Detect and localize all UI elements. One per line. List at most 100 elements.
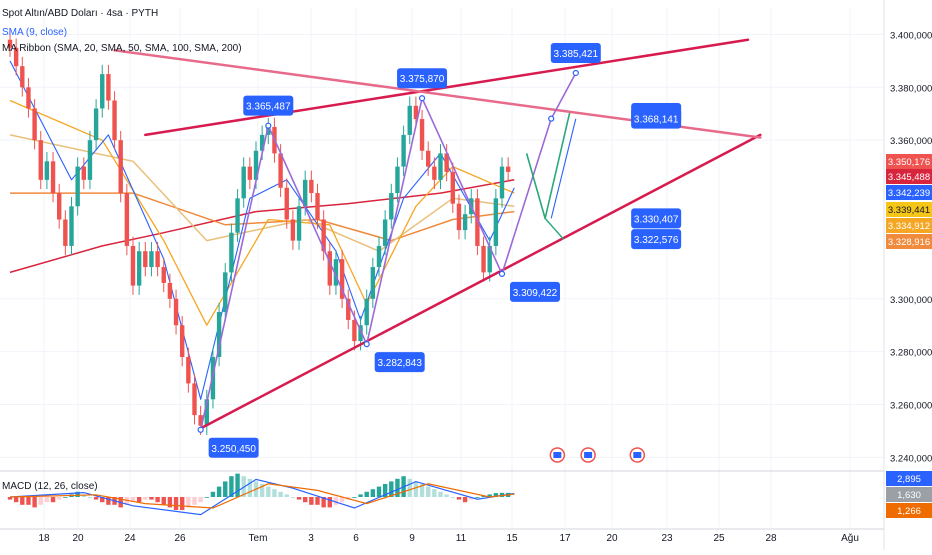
pivot-point bbox=[363, 341, 370, 348]
macd-histogram-bar bbox=[186, 497, 191, 508]
macd-histogram-bar bbox=[296, 497, 302, 500]
macd-histogram-bar bbox=[130, 497, 136, 503]
price-scale-tag-label: 3.342,239 bbox=[888, 188, 930, 199]
x-axis-label: Tem bbox=[249, 533, 268, 544]
candle-body bbox=[327, 251, 332, 286]
x-axis-label: 6 bbox=[353, 533, 359, 544]
price-annotation-label: 3.330,407 bbox=[634, 214, 679, 225]
price-scale-tag bbox=[886, 169, 932, 184]
price-tick-label: 3.240,000 bbox=[890, 453, 932, 464]
macd-histogram-bar bbox=[419, 484, 425, 497]
candle-body bbox=[186, 356, 191, 384]
macd-histogram-bar bbox=[376, 486, 382, 497]
price-tick-label: 3.280,000 bbox=[890, 348, 932, 359]
candle-body bbox=[87, 140, 93, 180]
candle-body bbox=[247, 166, 253, 180]
candle-body bbox=[456, 203, 462, 231]
candle-body bbox=[180, 325, 185, 357]
macd-histogram-bar bbox=[57, 497, 62, 500]
x-axis-label: 9 bbox=[409, 533, 415, 544]
macd-tick-label: 1,266 bbox=[897, 506, 921, 517]
macd-histogram-bar bbox=[38, 497, 43, 505]
price-scale-tag bbox=[886, 185, 932, 200]
candle-body bbox=[493, 198, 499, 246]
candle-body bbox=[462, 214, 468, 231]
symbol-title: Spot Altın/ABD Doları · 4sa · PYTH bbox=[2, 8, 159, 19]
macd-histogram-bar bbox=[456, 497, 462, 500]
price-scale-tag-label: 3.350,176 bbox=[888, 157, 930, 168]
price-annotation-box[interactable] bbox=[631, 229, 682, 250]
candle-body bbox=[303, 179, 308, 207]
macd-tick-label: 1,630 bbox=[897, 490, 921, 501]
macd-histogram-bar bbox=[272, 489, 277, 497]
macd-histogram-bar bbox=[143, 497, 148, 500]
candle-body bbox=[321, 219, 326, 252]
candle-body bbox=[395, 166, 400, 194]
macd-histogram-bar bbox=[475, 497, 480, 498]
price-annotation-box[interactable] bbox=[510, 281, 560, 302]
price-annotation-box[interactable] bbox=[208, 437, 259, 458]
price-annotation-box[interactable] bbox=[243, 95, 294, 116]
candle-body bbox=[315, 193, 320, 220]
candle-body bbox=[475, 198, 480, 246]
macd-histogram-bar bbox=[155, 497, 160, 503]
price-annotation-box[interactable] bbox=[550, 42, 601, 63]
price-annotation-label: 3.309,422 bbox=[513, 288, 558, 299]
macd-histogram-bar bbox=[303, 497, 308, 503]
x-axis-label: 25 bbox=[713, 533, 725, 544]
x-axis-label: 26 bbox=[174, 533, 186, 544]
x-axis-label: 24 bbox=[124, 533, 136, 544]
macd-histogram-bar bbox=[87, 497, 93, 498]
price-scale-tag-label: 3.334,912 bbox=[888, 221, 930, 232]
x-axis-label: 15 bbox=[506, 533, 518, 544]
price-annotation-label: 3.282,843 bbox=[377, 358, 422, 369]
price-annotation-box[interactable] bbox=[374, 352, 425, 373]
macd-histogram-bar bbox=[432, 489, 437, 497]
candle-body bbox=[204, 399, 209, 426]
candle-body bbox=[290, 219, 296, 241]
candle-body bbox=[7, 39, 13, 48]
x-axis-label: 28 bbox=[765, 533, 777, 544]
price-scale-tag-label: 3.339,441 bbox=[888, 205, 930, 216]
macd-histogram-bar bbox=[223, 481, 228, 497]
price-annotation-box[interactable] bbox=[631, 208, 682, 229]
candle-body bbox=[278, 153, 283, 188]
ma-ribbon-label: MA Ribbon (SMA, 20, SMA, 50, SMA, 100, S… bbox=[2, 43, 242, 54]
macd-histogram-bar bbox=[173, 497, 179, 510]
macd-histogram-bar bbox=[407, 478, 412, 497]
candle-body bbox=[364, 298, 369, 326]
candle-body bbox=[20, 66, 25, 88]
candle-body bbox=[229, 232, 234, 273]
candle-body bbox=[75, 166, 80, 207]
flag-stripe bbox=[633, 452, 642, 458]
macd-signal-line bbox=[9, 483, 515, 509]
price-annotation-box[interactable] bbox=[397, 68, 448, 89]
price-scale-tag bbox=[886, 218, 932, 233]
macd-histogram-bar bbox=[216, 486, 222, 497]
x-axis-label: 18 bbox=[38, 533, 50, 544]
candle-body bbox=[333, 259, 339, 286]
macd-histogram-bar bbox=[44, 497, 50, 503]
candle-body bbox=[81, 166, 86, 180]
x-axis-label: 17 bbox=[559, 533, 571, 544]
macd-histogram-bar bbox=[93, 497, 99, 500]
price-annotation-box[interactable] bbox=[631, 108, 682, 129]
macd-histogram-bar bbox=[229, 476, 234, 497]
candle-body bbox=[223, 272, 228, 313]
sma-label: SMA (9, close) bbox=[2, 27, 68, 38]
macd-histogram-bar bbox=[493, 493, 499, 497]
macd-histogram-bar bbox=[32, 497, 37, 508]
macd-histogram-bar bbox=[462, 497, 468, 503]
macd-histogram-bar bbox=[389, 481, 394, 497]
macd-histogram-bar bbox=[413, 481, 419, 497]
candle-body bbox=[63, 219, 68, 246]
candle-body bbox=[93, 108, 99, 141]
price-tick-label: 3.260,000 bbox=[890, 401, 932, 412]
candle-body bbox=[26, 87, 31, 109]
candle-body bbox=[44, 161, 50, 180]
candle-body bbox=[346, 298, 351, 320]
price-tick-label: 3.300,000 bbox=[890, 295, 932, 306]
candle-body bbox=[149, 251, 154, 268]
